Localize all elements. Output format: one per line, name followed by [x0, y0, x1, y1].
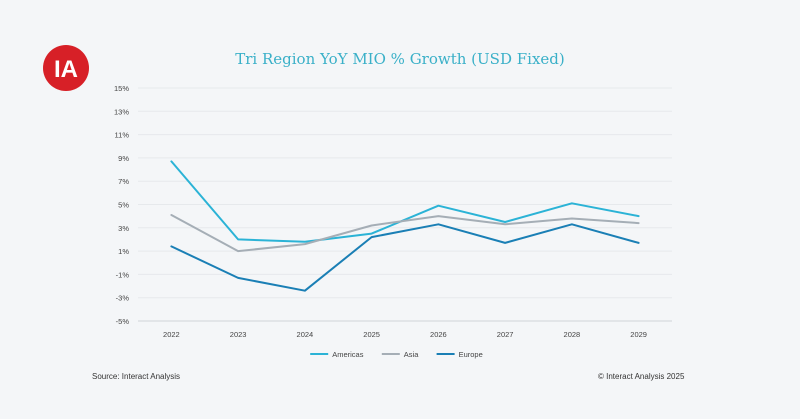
- y-tick-label: -3%: [116, 294, 130, 303]
- y-tick-label: 15%: [114, 84, 129, 93]
- x-tick-label: 2029: [630, 330, 647, 339]
- y-tick-label: 11%: [115, 131, 130, 140]
- x-axis-ticks: 2022 2023 2024 2025 2026 2027 2028 2029: [163, 330, 647, 339]
- legend-label-europe: Europe: [459, 350, 483, 359]
- x-tick-label: 2026: [430, 330, 447, 339]
- logo-circle: [43, 45, 89, 91]
- gridlines: [138, 87, 672, 299]
- x-tick-label: 2025: [363, 330, 380, 339]
- series-line-asia: [170, 214, 640, 253]
- y-tick-label: 9%: [118, 154, 129, 163]
- legend-label-asia: Asia: [404, 350, 419, 359]
- y-tick-label: 3%: [118, 224, 129, 233]
- y-tick-label: 5%: [118, 201, 129, 210]
- chart-title: Tri Region YoY MIO % Growth (USD Fixed): [235, 50, 565, 68]
- series-line-europe: [170, 223, 640, 292]
- copyright-note: © Interact Analysis 2025: [598, 372, 685, 381]
- series-line-americas: [170, 160, 640, 243]
- legend-label-americas: Americas: [332, 350, 364, 359]
- y-tick-label: 13%: [114, 107, 129, 116]
- interact-analysis-logo: IA: [43, 45, 89, 91]
- legend: Americas Asia Europe: [310, 350, 483, 359]
- x-tick-label: 2023: [230, 330, 247, 339]
- y-tick-label: -5%: [116, 317, 130, 326]
- y-tick-label: -1%: [116, 270, 130, 279]
- x-tick-label: 2027: [497, 330, 514, 339]
- y-tick-label: 7%: [118, 177, 129, 186]
- source-note: Source: Interact Analysis: [92, 372, 181, 381]
- x-tick-label: 2024: [297, 330, 314, 339]
- x-tick-label: 2022: [163, 330, 180, 339]
- y-axis-ticks: 15% 13% 11% 9% 7% 5% 3% 1% -1% -3% -5%: [114, 84, 129, 326]
- y-tick-label: 1%: [118, 247, 129, 256]
- logo-text: IA: [54, 56, 78, 83]
- x-tick-label: 2028: [564, 330, 581, 339]
- series-lines: [170, 160, 640, 292]
